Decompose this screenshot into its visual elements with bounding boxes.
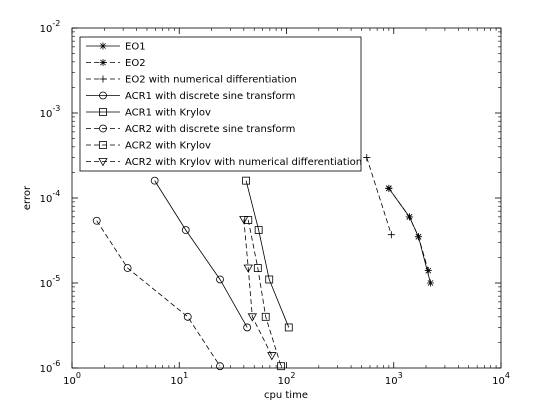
marker: [216, 275, 224, 284]
tick-base: 10: [40, 109, 53, 120]
y-tick-label: 10-4: [40, 189, 61, 205]
marker: [387, 231, 395, 239]
tick-base: 10: [40, 24, 53, 35]
marker: [99, 91, 107, 100]
marker: [247, 313, 258, 322]
tick-exponent: 1: [183, 371, 188, 380]
y-tick-label: 10-5: [40, 274, 61, 290]
x-axis-label: cpu time: [264, 390, 308, 401]
tick-base: 10: [63, 376, 76, 387]
marker: [99, 124, 107, 133]
tick-exponent: -4: [52, 189, 60, 198]
series-line: [388, 188, 429, 271]
x-tick-label: 103: [385, 371, 403, 387]
x-tick-label: 102: [278, 371, 296, 387]
tick-base: 10: [170, 376, 183, 387]
legend-label: ACR2 with Krylov with numerical differen…: [125, 157, 362, 168]
marker: [99, 141, 107, 149]
marker: [239, 216, 249, 225]
tick-exponent: 0: [76, 371, 81, 380]
tick-base: 10: [492, 376, 505, 387]
tick-base: 10: [40, 194, 53, 205]
marker: [277, 362, 285, 371]
legend-label: EO2 with numerical differentiation: [125, 75, 297, 86]
marker: [261, 312, 270, 321]
marker: [363, 153, 371, 161]
legend-label: EO2: [125, 58, 146, 69]
series-line: [247, 219, 282, 367]
series-line: [243, 219, 273, 356]
tick-base: 10: [40, 279, 53, 290]
y-tick-label: 10-3: [40, 104, 61, 120]
marker: [99, 75, 107, 83]
legend-label: ACR2 with discrete sine transform: [125, 124, 295, 135]
series-line: [154, 180, 248, 328]
tick-base: 10: [278, 376, 291, 387]
tick-exponent: -5: [52, 274, 60, 283]
tick-base: 10: [385, 376, 398, 387]
x-tick-label: 104: [492, 371, 510, 387]
series-line: [96, 220, 221, 367]
marker: [216, 362, 224, 371]
y-axis-label: error: [22, 185, 33, 210]
marker: [99, 59, 107, 66]
marker: [424, 267, 432, 275]
marker: [242, 176, 250, 185]
y-tick-label: 10-6: [40, 359, 61, 375]
marker: [99, 108, 107, 116]
marker: [99, 42, 107, 50]
tick-exponent: 2: [290, 371, 295, 380]
tick-exponent: -2: [52, 19, 60, 28]
marker: [244, 216, 253, 224]
marker: [123, 264, 132, 272]
tick-exponent: 3: [398, 371, 403, 380]
legend-label: ACR1 with discrete sine transform: [125, 91, 295, 102]
marker: [92, 216, 101, 225]
marker: [414, 233, 422, 241]
tick-exponent: 4: [505, 371, 510, 380]
marker: [150, 176, 159, 185]
marker: [385, 184, 393, 192]
tick-exponent: -6: [52, 359, 60, 368]
legend-label: ACR2 with Krylov: [125, 141, 211, 152]
marker: [267, 352, 277, 361]
marker: [253, 264, 262, 272]
marker: [265, 275, 274, 284]
marker: [183, 312, 192, 321]
marker: [405, 213, 413, 221]
legend-label: ACR1 with Krylov: [125, 108, 211, 119]
legend-label: EO1: [125, 42, 146, 53]
y-tick-label: 10-2: [40, 19, 61, 35]
marker: [243, 264, 253, 273]
marker: [426, 279, 434, 287]
tick-exponent: -3: [52, 104, 60, 113]
marker: [243, 323, 252, 332]
tick-base: 10: [40, 364, 53, 375]
marker: [98, 158, 108, 167]
series-line: [245, 180, 290, 328]
x-tick-label: 100: [63, 371, 81, 387]
marker: [284, 323, 293, 332]
x-tick-label: 101: [170, 371, 188, 387]
legend-box: [79, 36, 362, 172]
marker: [254, 226, 263, 234]
series-line: [366, 157, 392, 235]
marker: [181, 226, 190, 234]
